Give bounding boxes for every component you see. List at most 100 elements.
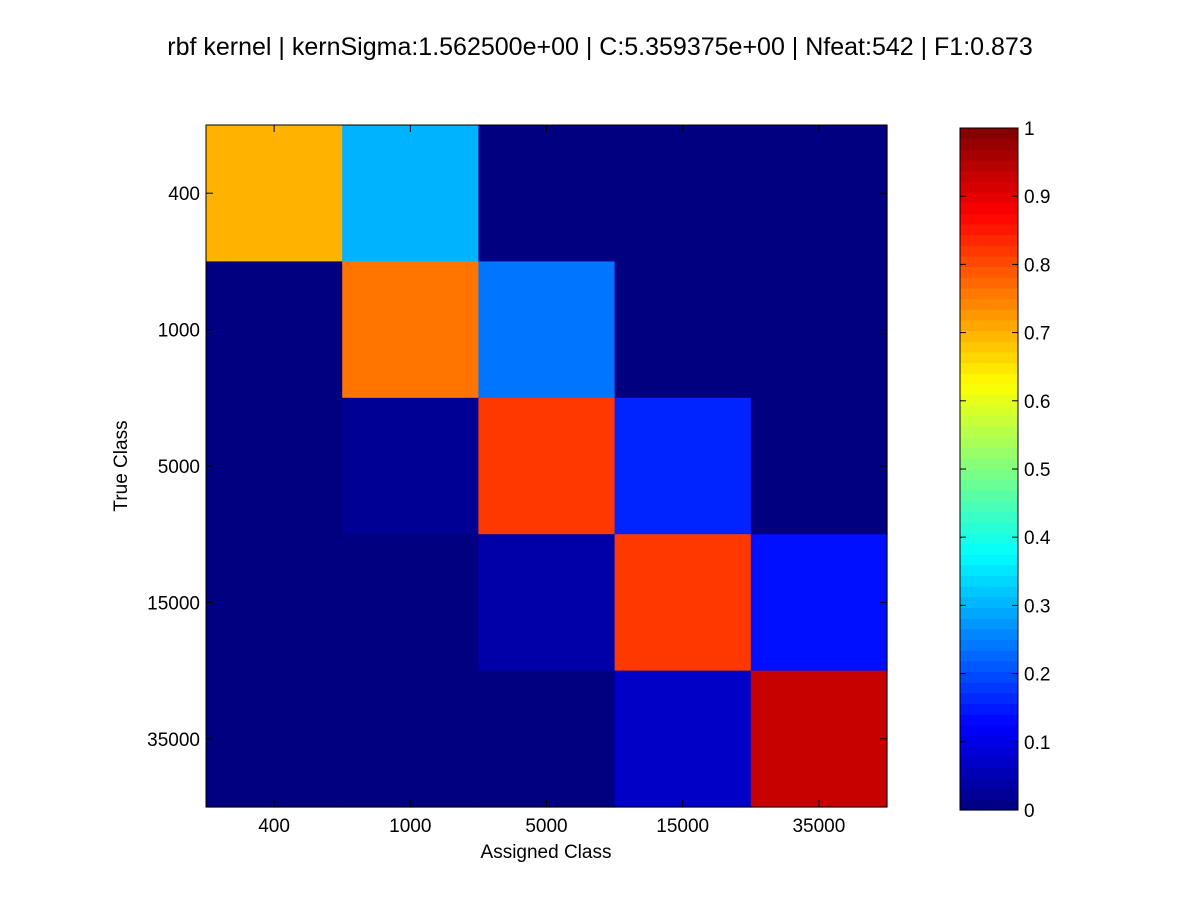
heatmap-cell-r3-c4 (750, 534, 888, 672)
x-tick-label: 1000 (389, 816, 431, 837)
colorbar-band (960, 405, 1018, 417)
colorbar-band (960, 415, 1018, 427)
heatmap-cell-r1-c1 (342, 261, 479, 399)
heatmap-cell-r1-c0 (206, 261, 343, 399)
heatmap-cell-r3-c2 (478, 534, 616, 672)
colorbar-band (960, 330, 1018, 342)
heatmap-cell-r4-c0 (206, 670, 343, 808)
colorbar-band (960, 159, 1018, 172)
colorbar-tick-label: 0.4 (1024, 528, 1051, 549)
colorbar-tick-label: 0.5 (1024, 460, 1050, 481)
colorbar-band (960, 234, 1018, 246)
colorbar-band (960, 756, 1018, 768)
colorbar-band (960, 692, 1018, 705)
colorbar-ticks: 0 0.1 0.2 0.3 0.4 0.5 0.6 0.7 0.8 0.9 1 (960, 119, 1051, 822)
colorbar-band (960, 170, 1018, 182)
x-tick-label: 5000 (525, 816, 567, 837)
colorbar-band (960, 128, 1018, 140)
x-tick-label: 400 (258, 816, 290, 837)
colorbar-band (960, 543, 1018, 555)
colorbar-band (960, 778, 1018, 790)
colorbar-band (960, 724, 1018, 737)
heatmap-cell-r1-c2 (478, 261, 616, 399)
colorbar-band (960, 202, 1018, 214)
colorbar-band (960, 479, 1018, 491)
heatmap-cell-r0-c0 (206, 125, 343, 262)
colorbar-tick-label: 0.7 (1024, 324, 1050, 345)
heatmap-cell-r2-c1 (342, 397, 479, 535)
colorbar-band (960, 660, 1018, 673)
colorbar-band (960, 469, 1018, 481)
colorbar-band (960, 746, 1018, 758)
colorbar-band (960, 714, 1018, 726)
heatmap-cell-r4-c2 (478, 670, 616, 808)
heatmap-cell-r0-c4 (750, 125, 888, 262)
heatmap-cell-r1-c3 (614, 261, 752, 399)
heatmap-cells (206, 125, 888, 808)
heatmap-cell-r2-c0 (206, 397, 343, 535)
colorbar-gradient (960, 128, 1018, 811)
colorbar-band (960, 138, 1018, 150)
colorbar-band (960, 767, 1018, 779)
colorbar-band (960, 245, 1018, 257)
colorbar-band (960, 607, 1018, 619)
colorbar-band (960, 799, 1018, 811)
heatmap-cell-r4-c3 (614, 670, 752, 808)
x-tick-label: 35000 (792, 816, 845, 837)
y-tick-label: 5000 (158, 457, 200, 478)
heatmap-cell-r3-c3 (614, 534, 752, 672)
colorbar-band (960, 671, 1018, 683)
y-tick-label: 15000 (147, 593, 200, 614)
colorbar-band (960, 522, 1018, 534)
colorbar-band (960, 255, 1018, 268)
colorbar-band (960, 564, 1018, 577)
colorbar-band (960, 511, 1018, 523)
colorbar-band (960, 628, 1018, 641)
colorbar-band (960, 458, 1018, 470)
colorbar-band (960, 575, 1018, 587)
colorbar-band (960, 639, 1018, 651)
colorbar-band (960, 500, 1018, 513)
heatmap-cell-r0-c3 (614, 125, 752, 262)
colorbar-tick-label: 0.3 (1024, 596, 1050, 617)
colorbar-band (960, 650, 1018, 662)
colorbar-band (960, 181, 1018, 193)
heatmap-cell-r0-c1 (342, 125, 479, 262)
heatmap-cell-r2-c3 (614, 397, 752, 535)
colorbar-tick-label: 0.8 (1024, 255, 1050, 276)
heatmap-cell-r3-c0 (206, 534, 343, 672)
heatmap-cell-r2-c2 (478, 397, 616, 535)
y-axis-ticks: 400 1000 5000 15000 35000 (147, 184, 887, 751)
heatmap-cell-r4-c1 (342, 670, 479, 808)
x-axis-label: Assigned Class (481, 842, 612, 863)
y-tick-label: 1000 (158, 321, 200, 342)
colorbar-band (960, 341, 1018, 353)
colorbar-band (960, 532, 1018, 545)
colorbar-band (960, 554, 1018, 566)
colorbar-band (960, 309, 1018, 321)
colorbar-band (960, 703, 1018, 715)
colorbar-band (960, 735, 1018, 747)
colorbar-tick-label: 0.2 (1024, 665, 1050, 686)
heatmap-cell-r2-c4 (750, 397, 888, 535)
colorbar-band (960, 383, 1018, 396)
y-tick-label: 35000 (147, 730, 200, 751)
colorbar-band (960, 788, 1018, 800)
colorbar-band (960, 586, 1018, 598)
colorbar-tick-label: 0.6 (1024, 392, 1050, 413)
colorbar-band (960, 618, 1018, 630)
colorbar-band (960, 362, 1018, 374)
heatmap-cell-r4-c4 (750, 670, 888, 808)
colorbar-tick-label: 0.1 (1024, 733, 1050, 754)
colorbar-tick-label: 0 (1024, 801, 1035, 822)
heatmap-cell-r3-c1 (342, 534, 479, 672)
colorbar-band (960, 213, 1018, 225)
colorbar-band (960, 191, 1018, 204)
colorbar-band (960, 447, 1018, 459)
colorbar-band (960, 596, 1018, 609)
colorbar-band (960, 319, 1018, 332)
colorbar-band (960, 287, 1018, 300)
colorbar-band (960, 351, 1018, 364)
colorbar-band (960, 437, 1018, 449)
